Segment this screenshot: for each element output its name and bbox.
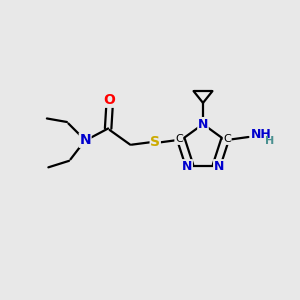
- Text: H: H: [265, 136, 274, 146]
- Text: C: C: [175, 134, 183, 144]
- Text: C: C: [223, 134, 231, 144]
- Text: S: S: [150, 135, 160, 149]
- Text: O: O: [104, 93, 116, 107]
- Text: N: N: [214, 160, 224, 173]
- Text: N: N: [182, 160, 192, 173]
- Text: N: N: [80, 133, 91, 147]
- Text: N: N: [198, 118, 208, 130]
- Text: NH: NH: [251, 128, 272, 142]
